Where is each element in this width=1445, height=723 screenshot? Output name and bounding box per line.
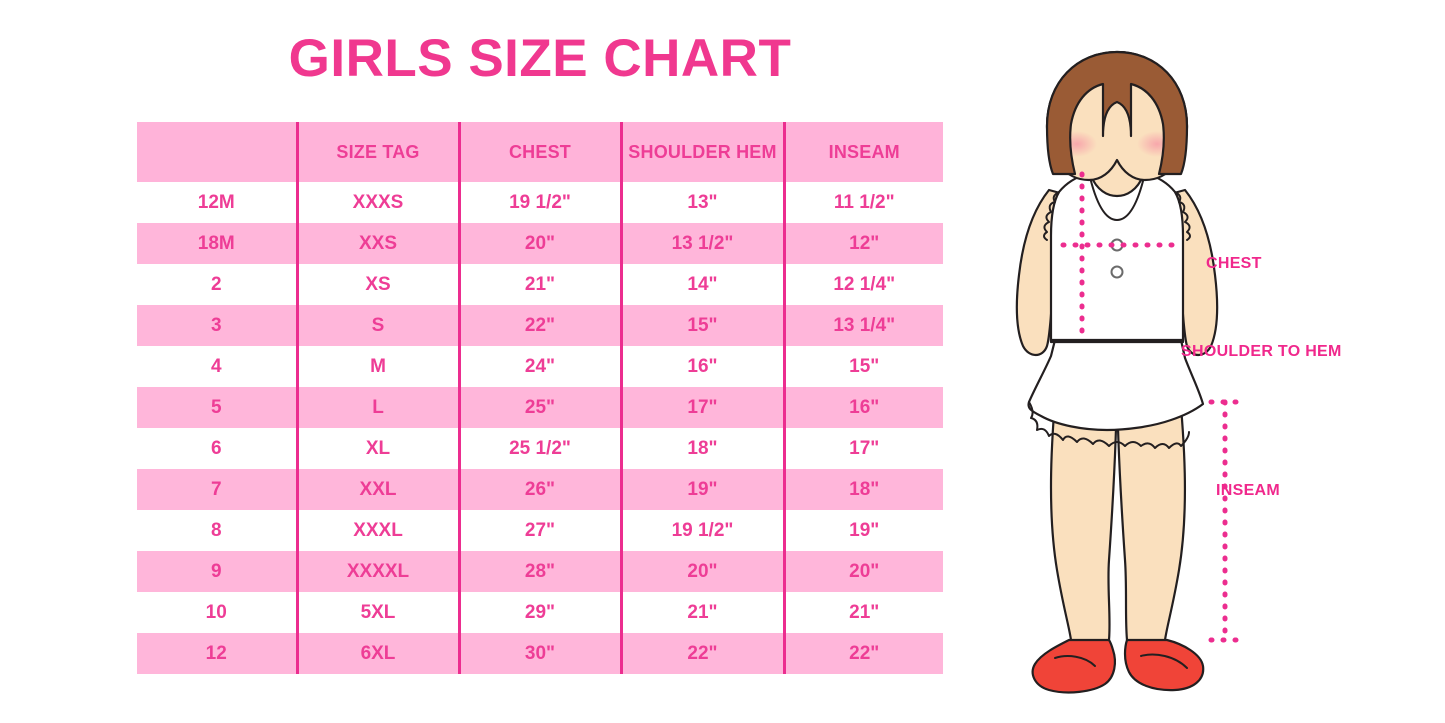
table-row: 6 XL 25 1/2" 18" 17" bbox=[137, 428, 943, 469]
cell-chest: 20" bbox=[457, 223, 621, 264]
cell-inseam: 19" bbox=[782, 510, 943, 551]
legs bbox=[1050, 365, 1185, 640]
table-row: 9 XXXXL 28" 20" 20" bbox=[137, 551, 943, 592]
cell-size-tag: XL bbox=[295, 428, 459, 469]
cell-inseam: 13 1/4" bbox=[782, 305, 943, 346]
cell-shoulder-hem: 14" bbox=[619, 264, 784, 305]
cell-inseam: 18" bbox=[782, 469, 943, 510]
cell-inseam: 20" bbox=[782, 551, 943, 592]
cell-size: 3 bbox=[137, 305, 297, 346]
cell-size-tag: XXXL bbox=[295, 510, 459, 551]
table-row: 18M XXS 20" 13 1/2" 12" bbox=[137, 223, 943, 264]
cell-shoulder-hem: 19" bbox=[619, 469, 784, 510]
column-header-chest: CHEST bbox=[457, 122, 621, 182]
table-header-row: SIZE TAG CHEST SHOULDER HEM INSEAM bbox=[137, 122, 943, 182]
inseam-measure-bracket bbox=[1208, 399, 1244, 643]
cell-size-tag: XXXXL bbox=[295, 551, 459, 592]
cell-size: 12M bbox=[137, 182, 297, 223]
cell-shoulder-hem: 21" bbox=[619, 592, 784, 633]
label-inseam: INSEAM bbox=[1216, 482, 1281, 499]
table-row: 5 L 25" 17" 16" bbox=[137, 387, 943, 428]
table-row: 3 S 22" 15" 13 1/4" bbox=[137, 305, 943, 346]
cell-size: 18M bbox=[137, 223, 297, 264]
table-row: 12 6XL 30" 22" 22" bbox=[137, 633, 943, 674]
cell-chest: 29" bbox=[457, 592, 621, 633]
label-shoulder-to-hem: SHOULDER TO HEM bbox=[1181, 343, 1342, 360]
cell-size-tag: XXXS bbox=[295, 182, 459, 223]
cell-size-tag: 5XL bbox=[295, 592, 459, 633]
cell-size-tag: XS bbox=[295, 264, 459, 305]
cell-shoulder-hem: 20" bbox=[619, 551, 784, 592]
cell-size-tag: XXL bbox=[295, 469, 459, 510]
cell-size-tag: L bbox=[295, 387, 459, 428]
cell-inseam: 12 1/4" bbox=[782, 264, 943, 305]
size-chart-table-wrapper: SIZE TAG CHEST SHOULDER HEM INSEAM 12M X… bbox=[137, 122, 943, 674]
cell-chest: 30" bbox=[457, 633, 621, 674]
hair bbox=[1045, 50, 1189, 176]
table-row: 2 XS 21" 14" 12 1/4" bbox=[137, 264, 943, 305]
cell-inseam: 16" bbox=[782, 387, 943, 428]
cell-shoulder-hem: 17" bbox=[619, 387, 784, 428]
cell-chest: 25" bbox=[457, 387, 621, 428]
cell-shoulder-hem: 18" bbox=[619, 428, 784, 469]
cell-shoulder-hem: 15" bbox=[619, 305, 784, 346]
cell-shoulder-hem: 22" bbox=[619, 633, 784, 674]
table-row: 4 M 24" 16" 15" bbox=[137, 346, 943, 387]
label-chest: CHEST bbox=[1206, 255, 1262, 272]
button-icon bbox=[1110, 265, 1124, 279]
table-row: 8 XXXL 27" 19 1/2" 19" bbox=[137, 510, 943, 551]
top-garment bbox=[1043, 171, 1191, 344]
cell-chest: 26" bbox=[457, 469, 621, 510]
table-row: 7 XXL 26" 19" 18" bbox=[137, 469, 943, 510]
page-title: GIRLS SIZE CHART bbox=[288, 29, 792, 88]
girl-figure-svg bbox=[1015, 50, 1244, 694]
cell-size: 5 bbox=[137, 387, 297, 428]
cell-size: 12 bbox=[137, 633, 297, 674]
cell-size: 7 bbox=[137, 469, 297, 510]
size-chart-table: SIZE TAG CHEST SHOULDER HEM INSEAM 12M X… bbox=[137, 122, 943, 674]
cell-chest: 27" bbox=[457, 510, 621, 551]
cell-shoulder-hem: 16" bbox=[619, 346, 784, 387]
column-header-size-tag: SIZE TAG bbox=[295, 122, 459, 182]
table-body: 12M XXXS 19 1/2" 13" 11 1/2" 18M XXS 20"… bbox=[137, 182, 943, 674]
cell-inseam: 11 1/2" bbox=[782, 182, 943, 223]
cell-size: 9 bbox=[137, 551, 297, 592]
cell-size-tag: XXS bbox=[295, 223, 459, 264]
cell-inseam: 17" bbox=[782, 428, 943, 469]
bloomers bbox=[1027, 338, 1205, 449]
table-row: 10 5XL 29" 21" 21" bbox=[137, 592, 943, 633]
cell-inseam: 15" bbox=[782, 346, 943, 387]
cell-chest: 25 1/2" bbox=[457, 428, 621, 469]
column-header-inseam: INSEAM bbox=[782, 122, 943, 182]
cell-size: 6 bbox=[137, 428, 297, 469]
cell-chest: 21" bbox=[457, 264, 621, 305]
girl-illustration bbox=[985, 40, 1445, 700]
column-header-shoulder-hem: SHOULDER HEM bbox=[619, 122, 784, 182]
cell-inseam: 12" bbox=[782, 223, 943, 264]
cell-shoulder-hem: 13" bbox=[619, 182, 784, 223]
cell-shoulder-hem: 13 1/2" bbox=[619, 223, 784, 264]
cell-size: 8 bbox=[137, 510, 297, 551]
cell-size-tag: S bbox=[295, 305, 459, 346]
cell-size: 2 bbox=[137, 264, 297, 305]
cell-size: 4 bbox=[137, 346, 297, 387]
cell-chest: 22" bbox=[457, 305, 621, 346]
cell-chest: 24" bbox=[457, 346, 621, 387]
cell-chest: 28" bbox=[457, 551, 621, 592]
cell-size-tag: 6XL bbox=[295, 633, 459, 674]
column-header-size bbox=[137, 122, 297, 182]
shoes bbox=[1031, 638, 1205, 694]
cell-inseam: 22" bbox=[782, 633, 943, 674]
head bbox=[1045, 50, 1189, 198]
cell-size-tag: M bbox=[295, 346, 459, 387]
cell-inseam: 21" bbox=[782, 592, 943, 633]
cell-shoulder-hem: 19 1/2" bbox=[619, 510, 784, 551]
table-row: 12M XXXS 19 1/2" 13" 11 1/2" bbox=[137, 182, 943, 223]
cell-size: 10 bbox=[137, 592, 297, 633]
cell-chest: 19 1/2" bbox=[457, 182, 621, 223]
